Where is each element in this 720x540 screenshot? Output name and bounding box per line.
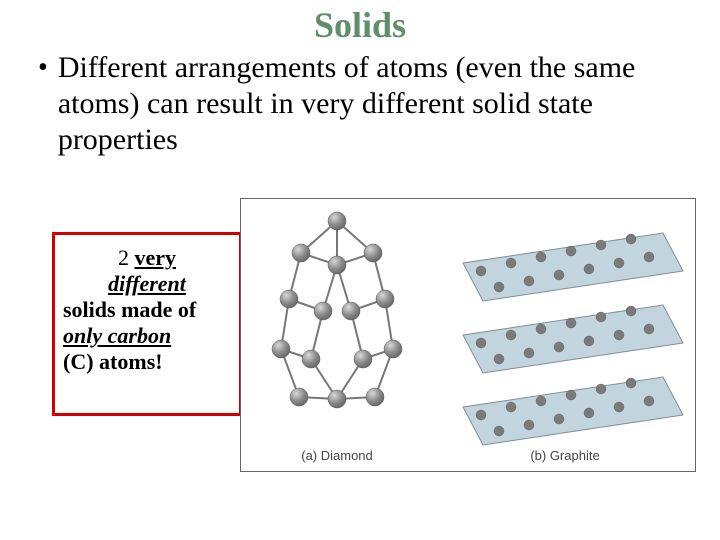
callout-different: different [63,271,231,297]
diamond-panel: (a) Diamond [241,199,433,471]
graphite-panel: (b) Graphite [433,199,697,471]
caption-diamond: (a) Diamond [241,448,433,463]
callout-prefix: 2 [118,245,135,270]
content-row: 2 very different solids made of only car… [52,198,696,472]
caption-graphite: (b) Graphite [433,448,697,463]
graphite-structure-icon [433,199,697,449]
figure-box: (a) Diamond [240,198,696,472]
callout-box: 2 very different solids made of only car… [52,232,242,416]
callout-line-1: 2 very [63,245,231,271]
callout-very: very [134,245,176,270]
diamond-structure-icon [241,199,433,449]
callout-only-carbon: only carbon [63,323,231,349]
bullet-block: • Different arrangements of atoms (even … [0,46,720,158]
slide-title: Solids [0,0,720,46]
bullet-text: Different arrangements of atoms (even th… [58,50,690,158]
callout-c-atoms: (C) atoms! [63,349,231,375]
bullet-marker: • [38,50,48,86]
callout-line-3: solids made of [63,297,231,323]
